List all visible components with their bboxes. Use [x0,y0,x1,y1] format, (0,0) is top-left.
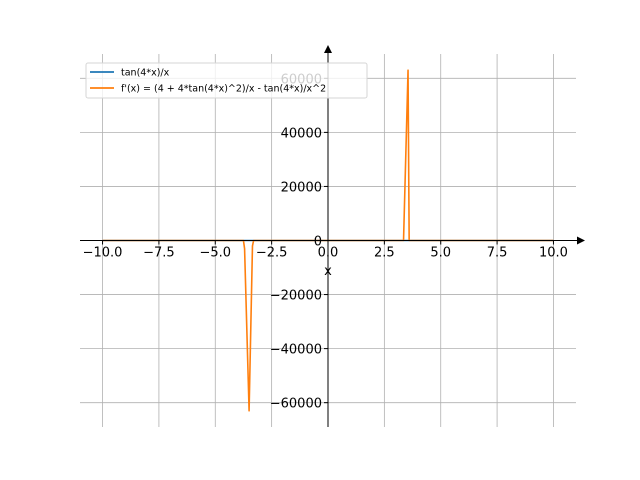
legend-label-0: tan(4*x)/x [121,68,170,79]
x-tick-label-8: 10.0 [539,246,568,261]
y-tick-label-3: 0 [314,235,322,250]
x-axis-label: x [324,264,332,279]
y-axis-arrow [324,45,332,53]
tick-labels: −10.0 −7.5 −5.0 −2.5 0.0 2.5 5.0 7.5 10.0 −60000 −… [83,72,568,411]
x-tick-label-6: 5.0 [430,246,451,261]
x-tick-label-1: −7.5 [143,246,175,261]
x-tick-label-5: 2.5 [374,246,395,261]
x-tick-label-7: 7.5 [487,246,508,261]
legend-label-1: f'(x) = (4 + 4*tan(4*x)^2)/x - tan(4*x)/… [121,84,326,95]
y-tick-label-5: 40000 [281,126,322,141]
x-tick-label-4: 0.0 [318,246,339,261]
y-tick-label-2: −20000 [270,289,322,304]
axes [80,45,585,427]
y-tick-label-4: 20000 [281,180,322,195]
series-line-1 [102,69,554,412]
x-tick-label-3: −2.5 [256,246,288,261]
legend-box [85,62,368,99]
legend: tan(4*x)/x f'(x) = (4 + 4*tan(4*x)^2)/x -… [85,62,368,99]
x-axis-arrow [577,236,585,245]
x-tick-label-2: −5.0 [199,246,231,261]
y-tick-label-0: −60000 [270,397,322,412]
y-tick-label-1: −40000 [270,343,322,358]
x-tick-label-0: −10.0 [83,246,123,261]
